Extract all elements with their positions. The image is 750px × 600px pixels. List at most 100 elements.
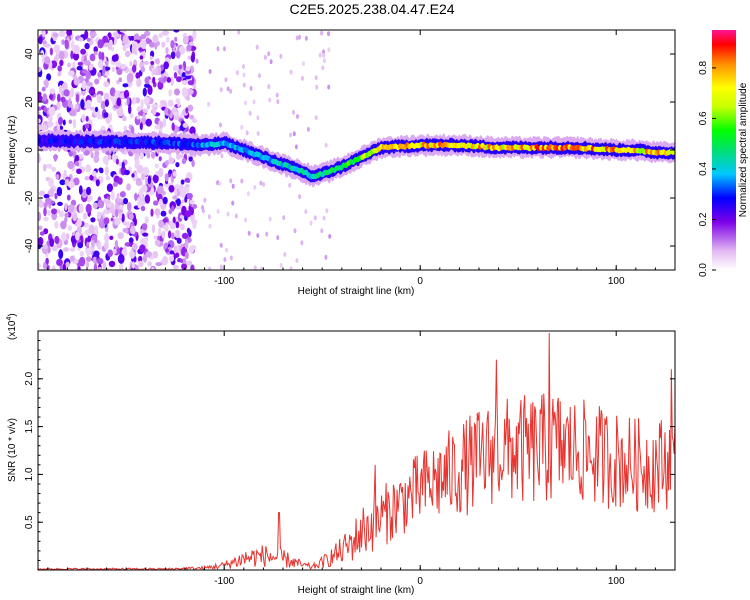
spectrogram-noise-cell	[154, 163, 159, 168]
spectrogram-noise-cell	[276, 235, 280, 241]
spectrogram-noise-cell	[161, 41, 166, 48]
spectrogram-noise-cell	[248, 110, 252, 116]
spectrogram-noise-cell	[61, 82, 67, 90]
spectrogram-noise-cell	[108, 112, 113, 122]
spectrogram-noise-cell	[43, 164, 47, 172]
spectrogram-noise-cell	[68, 119, 73, 124]
spectrogram-noise-cell	[184, 177, 190, 183]
spectrogram-noise-cell	[168, 89, 172, 97]
spectrogram-noise-cell	[168, 157, 175, 164]
spectrogram-noise-cell	[185, 260, 193, 266]
spectrogram-noise-cell	[67, 204, 75, 214]
spectrogram-noise-cell	[208, 266, 212, 270]
spectrogram-noise-cell	[55, 174, 60, 180]
spectrogram-noise-cell	[144, 216, 149, 224]
spectrogram-noise-cell	[65, 261, 70, 268]
spectrogram-noise-cell	[122, 44, 127, 52]
spectrogram-noise-cell	[58, 249, 64, 260]
spectrogram-noise-cell	[93, 154, 100, 163]
spectrogram-noise-cell	[44, 43, 51, 48]
spectrogram-noise-cell	[126, 72, 134, 83]
spectrogram-noise-cell	[122, 197, 129, 205]
spectrogram-noise-cell	[175, 50, 181, 59]
spectrogram-noise-cell	[38, 36, 43, 45]
spectrogram-noise-cell	[151, 224, 156, 234]
spectrogram-noise-cell	[108, 260, 116, 268]
spectrogram-noise-cell	[38, 95, 43, 103]
spectrogram-noise-cell	[115, 61, 122, 68]
spectrogram-x-tick-label: 100	[608, 276, 625, 287]
spectrogram-noise-cell	[322, 215, 326, 221]
spectrogram-x-tick-label: -100	[214, 276, 234, 287]
spectrogram-noise-cell	[76, 65, 83, 71]
spectrogram-noise-cell	[157, 185, 164, 195]
spectrogram-noise-cell	[173, 252, 180, 258]
spectrogram-noise-cell	[320, 30, 324, 36]
spectrogram-noise-cell	[140, 200, 145, 206]
snr-x-ticks: -100 0 100	[47, 331, 676, 587]
spectrogram-noise-cell	[115, 208, 119, 218]
spectrogram-noise-cell	[184, 251, 189, 260]
spectrogram-noise-cell	[135, 72, 141, 79]
spectrogram-noise-cell	[190, 264, 195, 270]
spectrogram-noise-cell	[168, 220, 174, 227]
spectrogram-noise-cell	[49, 47, 54, 56]
spectrogram-noise-cell	[38, 211, 41, 222]
spectrogram-noise-cell	[109, 87, 116, 97]
spectrogram-noise-cell	[293, 228, 297, 234]
spectrogram-noise-cell	[288, 182, 292, 188]
spectrogram-noise-cell	[57, 93, 61, 103]
spectrogram-noise-cell	[110, 46, 115, 52]
spectrogram-noise-cell	[63, 89, 70, 97]
spectrogram-noise-cell	[321, 65, 325, 71]
spectrogram-noise-cell	[38, 153, 41, 163]
spectrogram-noise-cell	[225, 247, 229, 253]
spectrogram-noise-cell	[89, 106, 95, 111]
spectrogram-noise-cell	[43, 106, 48, 113]
spectrogram-noise-cell	[320, 228, 324, 234]
spectrogram-y-tick-label: 20	[24, 96, 35, 108]
spectrogram-noise-cell	[47, 209, 51, 216]
spectrogram-noise-cell	[162, 118, 167, 128]
spectrogram-noise-cell	[170, 51, 176, 60]
spectrogram-noise-cell	[67, 70, 75, 77]
spectrogram-noise-cell	[97, 59, 104, 69]
spectrogram-noise-cell	[112, 248, 117, 254]
spectrogram-noise-cell	[190, 53, 195, 63]
spectrogram-noise-cell	[86, 85, 90, 92]
spectrogram-noise-cell	[48, 177, 54, 188]
spectrogram-noise-cell	[67, 225, 73, 232]
spectrogram-noise-cell	[103, 92, 110, 102]
spectrogram-noise-cell	[77, 266, 81, 270]
spectrogram-noise-cell	[46, 264, 50, 270]
spectrogram-noise-cell	[216, 209, 220, 214]
spectrogram-noise-cell	[142, 254, 148, 263]
spectrogram-noise-cell	[119, 191, 126, 198]
spectrogram-noise-cell	[224, 77, 228, 83]
spectrogram-noise-cell	[117, 232, 124, 240]
spectrogram-noise-cell	[295, 35, 299, 41]
spectrogram-noise-cell	[97, 266, 103, 270]
spectrogram-noise-cell	[70, 50, 74, 60]
spectrogram-noise-cell	[242, 72, 246, 78]
spectrogram-noise-cell	[112, 152, 117, 162]
spectrogram-noise-cell	[176, 76, 182, 83]
spectrogram-noise-cell	[66, 194, 71, 201]
snr-y-tick-label: 0.5	[24, 515, 35, 529]
spectrogram-noise-cell	[244, 217, 248, 223]
spectrogram-noise-cell	[180, 187, 187, 197]
spectrogram-noise-cell	[181, 232, 189, 239]
spectrogram-noise-cell	[219, 122, 222, 128]
spectrogram-noise-cell	[167, 109, 171, 115]
spectrogram-noise-cell	[58, 50, 65, 60]
spectrogram-noise-cell	[81, 114, 86, 123]
spectrogram-noise-cell	[43, 194, 50, 199]
spectrogram-noise-cell	[173, 245, 177, 254]
spectrogram-noise-cell	[296, 114, 299, 119]
spectrogram-noise-cell	[302, 61, 305, 67]
spectrogram-noise-cell	[208, 223, 212, 229]
spectrogram-noise-cell	[90, 152, 94, 159]
spectrogram-noise-cell	[152, 34, 159, 43]
spectrogram-noise-cell	[119, 30, 127, 33]
spectrogram-noise-cell	[180, 258, 184, 263]
